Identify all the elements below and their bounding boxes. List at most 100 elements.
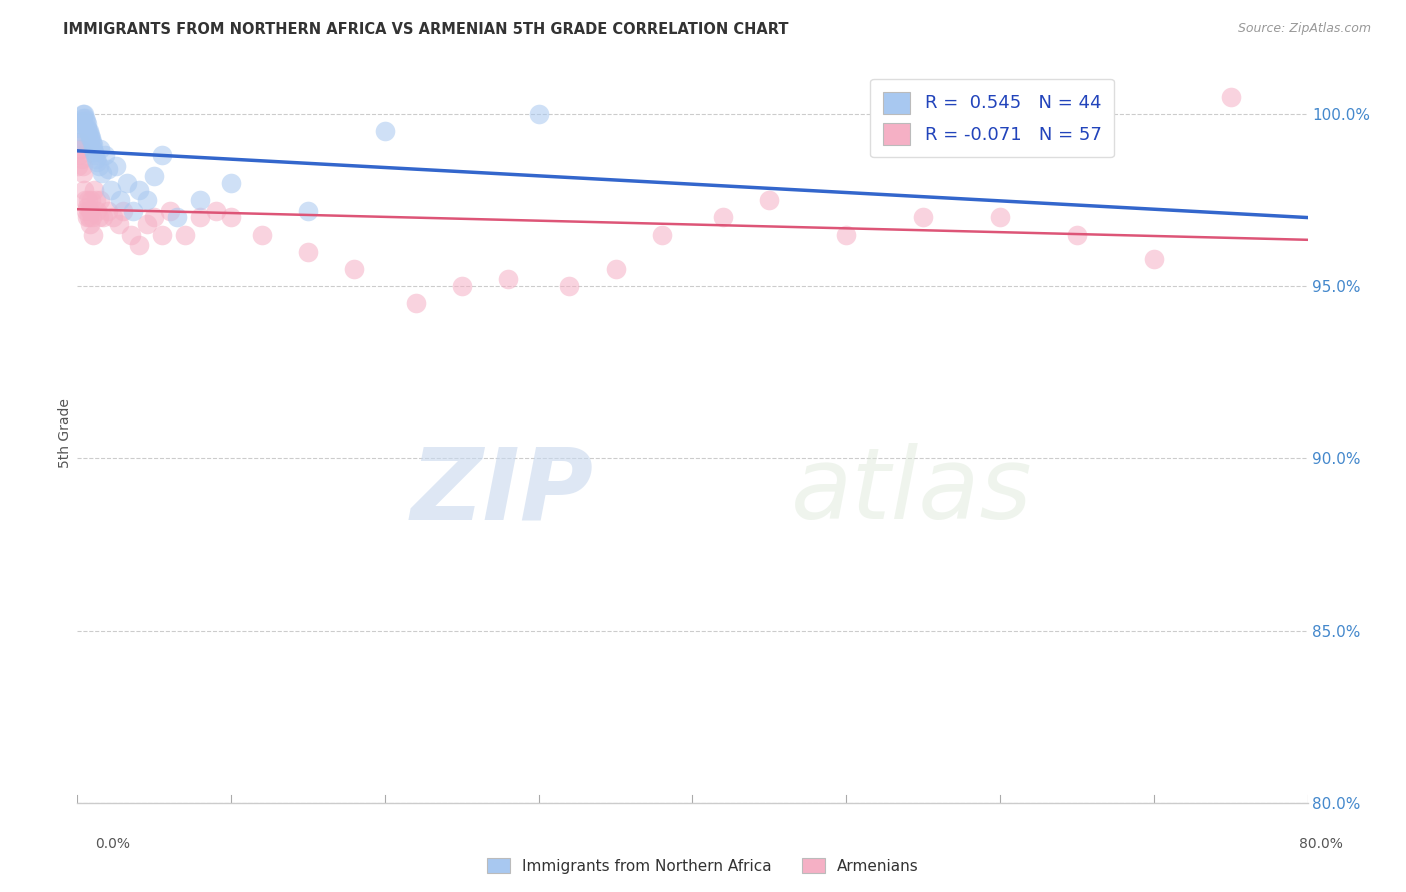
Point <box>67 135 90 149</box>
Point <box>115 176 138 190</box>
Point <box>73 111 96 125</box>
Point <box>70 114 93 128</box>
Point <box>70 117 93 131</box>
Text: IMMIGRANTS FROM NORTHERN AFRICA VS ARMENIAN 5TH GRADE CORRELATION CHART: IMMIGRANTS FROM NORTHERN AFRICA VS ARMEN… <box>63 22 789 37</box>
Point <box>79 203 101 218</box>
Point <box>150 148 173 162</box>
Point <box>297 244 319 259</box>
Point <box>174 227 197 242</box>
Point <box>73 193 96 207</box>
Point <box>77 124 100 138</box>
Point <box>104 159 127 173</box>
Point <box>1143 252 1166 266</box>
Point <box>67 148 90 162</box>
Point <box>80 135 103 149</box>
Text: atlas: atlas <box>792 443 1032 541</box>
Point <box>188 193 212 207</box>
Point <box>86 203 108 218</box>
Point <box>79 131 101 145</box>
Point <box>100 183 122 197</box>
Point <box>496 272 519 286</box>
Point <box>79 128 101 142</box>
Point <box>76 211 98 225</box>
Point <box>76 117 98 131</box>
Point <box>558 279 581 293</box>
Point <box>711 211 734 225</box>
Point <box>72 111 94 125</box>
Point <box>72 159 94 173</box>
Point <box>112 203 135 218</box>
Point <box>75 114 97 128</box>
Point <box>94 148 117 162</box>
Legend: R =  0.545   N = 44, R = -0.071   N = 57: R = 0.545 N = 44, R = -0.071 N = 57 <box>870 78 1114 157</box>
Point <box>651 227 673 242</box>
Point <box>80 193 103 207</box>
Point <box>87 211 110 225</box>
Point <box>73 107 96 121</box>
Point <box>69 135 91 149</box>
Point <box>72 166 94 180</box>
Point <box>80 211 103 225</box>
Point <box>76 200 98 214</box>
Point <box>343 262 366 277</box>
Point <box>219 176 242 190</box>
Point <box>204 203 226 218</box>
Point <box>84 148 107 162</box>
Point <box>450 279 472 293</box>
Text: 0.0%: 0.0% <box>96 837 131 851</box>
Point <box>166 211 188 225</box>
Point <box>86 155 108 169</box>
Point <box>76 120 98 135</box>
Point <box>77 124 100 138</box>
Point <box>120 227 142 242</box>
Point <box>912 211 935 225</box>
Point <box>75 203 97 218</box>
Point <box>83 183 105 197</box>
Point <box>80 131 103 145</box>
Point <box>82 138 104 153</box>
Point <box>374 124 396 138</box>
Point <box>1219 90 1241 104</box>
Point <box>128 183 150 197</box>
Point <box>988 211 1011 225</box>
Point <box>90 166 114 180</box>
Point <box>93 211 115 225</box>
Point <box>135 217 157 231</box>
Point <box>101 211 124 225</box>
Point <box>97 203 120 218</box>
Point <box>97 162 120 177</box>
Point <box>89 193 111 207</box>
Point <box>297 203 319 218</box>
Point <box>89 142 111 156</box>
Point <box>143 169 166 183</box>
Point <box>69 124 91 138</box>
Text: ZIP: ZIP <box>411 443 595 541</box>
Point <box>72 107 94 121</box>
Point <box>605 262 627 277</box>
Point <box>527 107 550 121</box>
Point <box>69 120 91 135</box>
Point <box>69 142 91 156</box>
Point <box>121 203 143 218</box>
Point <box>405 296 427 310</box>
Point <box>128 238 150 252</box>
Point <box>87 159 110 173</box>
Point <box>150 227 173 242</box>
Point <box>143 211 166 225</box>
Point <box>219 211 242 225</box>
Point <box>79 217 101 231</box>
Point <box>84 152 107 166</box>
Text: Source: ZipAtlas.com: Source: ZipAtlas.com <box>1237 22 1371 36</box>
Point <box>250 227 273 242</box>
Y-axis label: 5th Grade: 5th Grade <box>58 398 72 467</box>
Point <box>1066 227 1088 242</box>
Point <box>83 145 105 159</box>
Point <box>188 211 212 225</box>
Point <box>835 227 858 242</box>
Point <box>84 193 107 207</box>
Point <box>82 227 104 242</box>
Point <box>110 193 132 207</box>
Point <box>77 193 100 207</box>
Point <box>135 193 157 207</box>
Point <box>70 142 93 156</box>
